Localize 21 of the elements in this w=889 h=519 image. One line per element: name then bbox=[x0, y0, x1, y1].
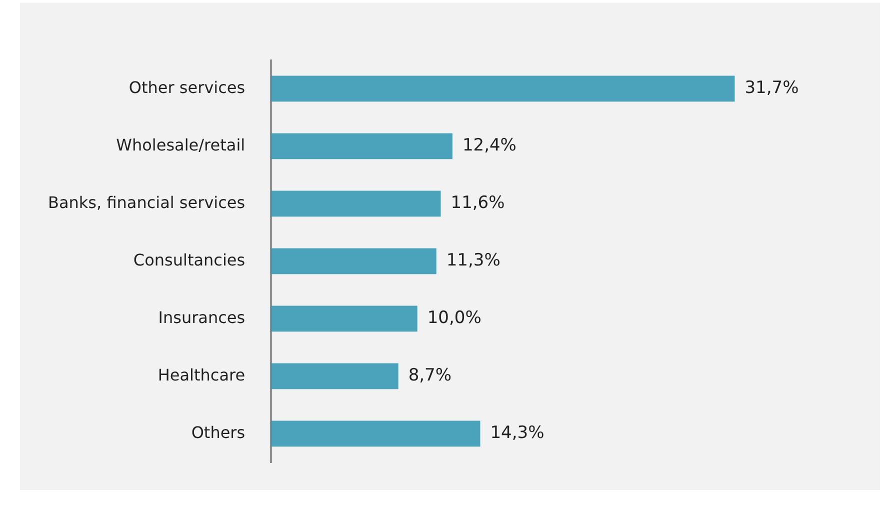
data-label: 11,3% bbox=[446, 250, 500, 271]
y-tick-label: Insurances bbox=[158, 308, 246, 327]
y-tick-label: Healthcare bbox=[158, 365, 246, 384]
bar bbox=[271, 133, 452, 160]
bar bbox=[271, 76, 735, 102]
data-label: 11,6% bbox=[450, 193, 505, 214]
bar bbox=[271, 190, 441, 217]
data-label: 31,7% bbox=[744, 78, 799, 98]
data-label: 8,7% bbox=[408, 366, 452, 386]
y-tick-label: Consultancies bbox=[133, 250, 246, 270]
y-tick-label: Wholesale/retail bbox=[116, 135, 246, 154]
bar bbox=[271, 248, 436, 274]
bar bbox=[271, 363, 398, 390]
y-tick-label: Others bbox=[191, 422, 246, 442]
data-label: 14,3% bbox=[490, 423, 544, 444]
bar bbox=[271, 420, 480, 447]
data-label: 12,4% bbox=[462, 136, 516, 156]
y-tick-label: Other services bbox=[128, 78, 246, 97]
bar bbox=[271, 306, 418, 332]
data-label: 10,0% bbox=[427, 308, 482, 328]
y-tick-label: Banks, financial services bbox=[48, 192, 246, 212]
